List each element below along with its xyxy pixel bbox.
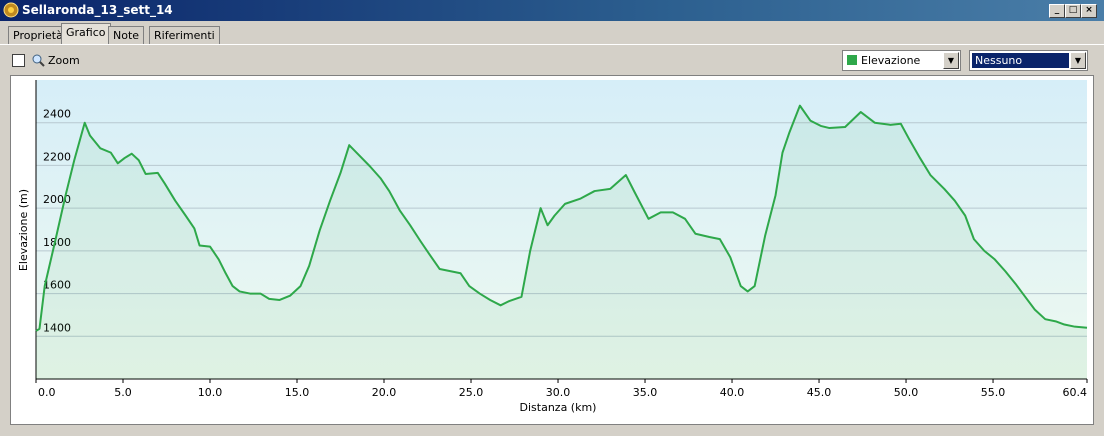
compare-select[interactable]: Nessuno ▼ xyxy=(969,50,1088,71)
zoom-checkbox[interactable] xyxy=(12,54,25,67)
x-tick-label: 35.0 xyxy=(633,386,658,399)
dropdown-arrow: ▼ xyxy=(1070,52,1086,69)
series-select[interactable]: Elevazione ▼ xyxy=(842,50,961,71)
x-tick-label: 25.0 xyxy=(459,386,484,399)
zoom-icon xyxy=(32,54,45,67)
maximize-button[interactable]: □ xyxy=(1065,4,1081,18)
x-axis-label: Distanza (km) xyxy=(520,401,597,414)
series-select-text: Elevazione xyxy=(861,54,921,67)
x-tick-label: 30.0 xyxy=(546,386,571,399)
tab[interactable]: Riferimenti xyxy=(149,26,220,44)
chart-panel: Distanza (km) Elevazione (m) 1400 1600 180… xyxy=(10,75,1094,425)
tab[interactable]: Grafico xyxy=(61,23,111,45)
y-axis-label: Elevazione (m) xyxy=(17,189,30,271)
x-tick-label: 55.0 xyxy=(981,386,1006,399)
x-tick-label: 50.0 xyxy=(894,386,919,399)
y-tick-label: 2400 xyxy=(43,108,71,121)
x-tick-label: 10.0 xyxy=(198,386,223,399)
tab-divider xyxy=(0,44,1104,45)
window-title: Sellaronda_13_sett_14 xyxy=(22,3,173,17)
series-swatch xyxy=(847,55,857,65)
x-tick-label: 45.0 xyxy=(807,386,832,399)
tab[interactable]: Note xyxy=(108,26,145,44)
x-tick-label: 0.0 xyxy=(38,386,56,399)
y-tick-label: 2200 xyxy=(43,150,71,163)
dropdown-arrow: ▼ xyxy=(943,52,959,69)
x-tick-label: 5.0 xyxy=(114,386,132,399)
y-tick-label: 1800 xyxy=(43,236,71,249)
plot-background xyxy=(36,80,1087,379)
compare-select-text: Nessuno xyxy=(975,54,1023,67)
x-tick-label: 20.0 xyxy=(372,386,397,399)
title-bar: Sellaronda_13_sett_14 _ □ × xyxy=(0,0,1104,21)
x-tick-label: 60.4 xyxy=(1063,386,1088,399)
zoom-label: Zoom xyxy=(48,54,80,67)
selection-highlight xyxy=(972,53,1069,68)
x-tick-label: 40.0 xyxy=(720,386,745,399)
elevation-line xyxy=(35,104,1088,332)
chart: Distanza (km) Elevazione (m) 1400 1600 180… xyxy=(17,80,1088,414)
app-icon xyxy=(3,2,19,18)
area-fill xyxy=(36,105,1087,379)
tab[interactable]: Proprietà xyxy=(8,26,68,44)
minimize-button[interactable]: _ xyxy=(1049,4,1065,18)
x-tick-label: 15.0 xyxy=(285,386,310,399)
y-tick-label: 1600 xyxy=(43,279,71,292)
y-tick-label: 1400 xyxy=(43,321,71,334)
close-button[interactable]: × xyxy=(1081,4,1097,18)
